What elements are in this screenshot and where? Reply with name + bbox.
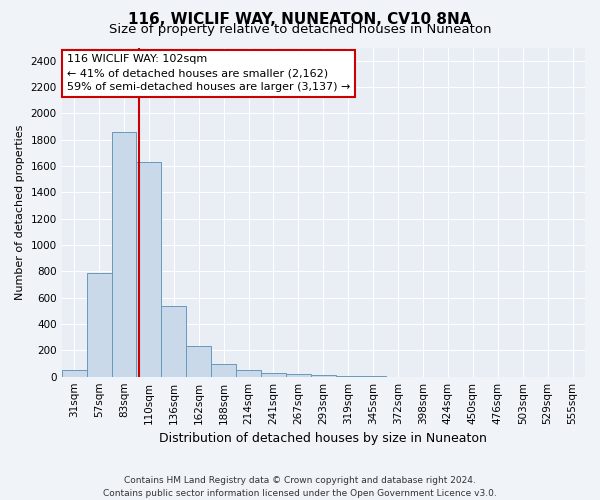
Text: Size of property relative to detached houses in Nuneaton: Size of property relative to detached ho… — [109, 22, 491, 36]
Bar — [62, 370, 86, 376]
Bar — [136, 162, 161, 376]
Text: 116 WICLIF WAY: 102sqm
← 41% of detached houses are smaller (2,162)
59% of semi-: 116 WICLIF WAY: 102sqm ← 41% of detached… — [67, 54, 350, 92]
Bar — [261, 372, 286, 376]
X-axis label: Distribution of detached houses by size in Nuneaton: Distribution of detached houses by size … — [160, 432, 487, 445]
Bar — [186, 346, 211, 376]
Text: 116, WICLIF WAY, NUNEATON, CV10 8NA: 116, WICLIF WAY, NUNEATON, CV10 8NA — [128, 12, 472, 28]
Bar — [112, 132, 136, 376]
Text: Contains HM Land Registry data © Crown copyright and database right 2024.
Contai: Contains HM Land Registry data © Crown c… — [103, 476, 497, 498]
Bar — [161, 306, 186, 376]
Bar — [286, 374, 311, 376]
Bar — [236, 370, 261, 376]
Bar — [86, 272, 112, 376]
Bar — [211, 364, 236, 376]
Y-axis label: Number of detached properties: Number of detached properties — [15, 124, 25, 300]
